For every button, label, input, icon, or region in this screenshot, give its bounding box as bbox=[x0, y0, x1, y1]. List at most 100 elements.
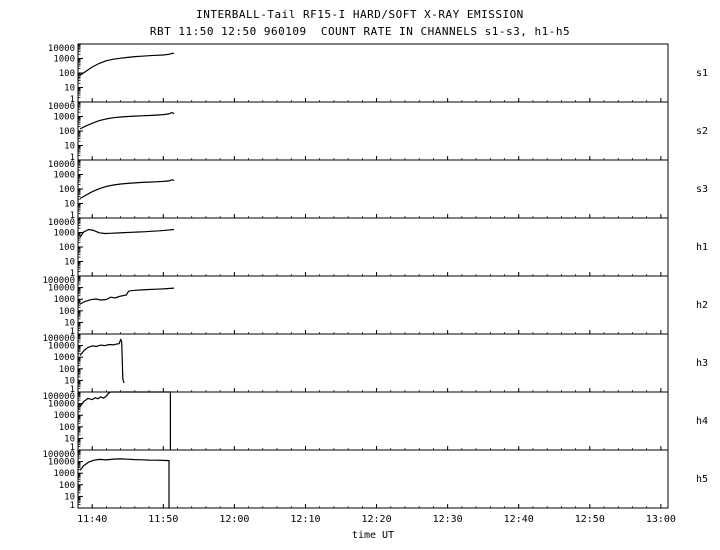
y-tick-label: 10 bbox=[64, 142, 75, 152]
y-tick-label: 10 bbox=[64, 318, 75, 328]
y-tick-label: 1000 bbox=[53, 411, 75, 421]
x-tick-label: 11:50 bbox=[148, 514, 178, 525]
y-tick-label: 10000 bbox=[48, 458, 75, 468]
x-ticks-s1 bbox=[77, 98, 662, 102]
y-tick-label: 10000 bbox=[48, 44, 75, 54]
plot-title: INTERBALL-Tail RF15-I HARD/SOFT X-RAY EM… bbox=[196, 8, 524, 21]
y-tick-label: 10000 bbox=[48, 400, 75, 410]
y-tick-label: 10000 bbox=[48, 160, 75, 170]
channel-label-s1: s1 bbox=[696, 68, 708, 79]
trace-h2 bbox=[79, 287, 175, 305]
channel-label-h2: h2 bbox=[696, 300, 708, 311]
y-tick-label: 1000 bbox=[53, 55, 75, 65]
y-tick-label: 1000 bbox=[53, 171, 75, 181]
y-tick-label: 100 bbox=[59, 365, 75, 375]
trace-h5 bbox=[79, 458, 170, 508]
y-tick-label: 1000 bbox=[53, 295, 75, 305]
panel-frame bbox=[77, 391, 669, 451]
y-tick-label: 100000 bbox=[42, 450, 75, 460]
x-tick-label: 12:00 bbox=[219, 514, 249, 525]
y-tick-label: 1000 bbox=[53, 229, 75, 239]
y-tick-label: 1000 bbox=[53, 469, 75, 479]
y-tick-label: 1 bbox=[70, 211, 75, 221]
y-tick-label: 100 bbox=[59, 423, 75, 433]
y-tick-label: 100 bbox=[59, 243, 75, 253]
x-ticks-h2 bbox=[77, 330, 662, 334]
y-tick-label: 1 bbox=[70, 327, 75, 337]
y-tick-label: 1 bbox=[70, 153, 75, 163]
channel-label-h5: h5 bbox=[696, 474, 708, 485]
x-ticks-h4 bbox=[77, 446, 662, 450]
channel-label-h1: h1 bbox=[696, 242, 708, 253]
y-tick-label: 100000 bbox=[42, 392, 75, 402]
y-tick-label: 100000 bbox=[42, 276, 75, 286]
plot-subtitle: RBT 11:50 12:50 960109 COUNT RATE IN CHA… bbox=[149, 25, 571, 38]
y-tick-label: 10 bbox=[64, 376, 75, 386]
y-tick-label: 1000 bbox=[53, 113, 75, 123]
x-ticks-s2 bbox=[77, 156, 662, 160]
trace-s2 bbox=[79, 111, 175, 130]
y-tick-label: 1 bbox=[70, 443, 75, 453]
channel-label-s2: s2 bbox=[696, 126, 708, 137]
y-tick-label: 10000 bbox=[48, 102, 75, 112]
panel-frame bbox=[77, 275, 669, 335]
panel-frame bbox=[77, 43, 669, 103]
y-tick-label: 1 bbox=[70, 95, 75, 105]
x-axis-title: time UT bbox=[352, 530, 394, 541]
panel-frame bbox=[77, 217, 669, 277]
trace-h3 bbox=[79, 338, 125, 384]
y-tick-label: 10 bbox=[64, 492, 75, 502]
panel-frame bbox=[77, 449, 669, 509]
x-ticks-h5 bbox=[77, 504, 662, 508]
channel-label-s3: s3 bbox=[696, 184, 708, 195]
y-tick-label: 100 bbox=[59, 481, 75, 491]
trace-s1 bbox=[79, 52, 175, 76]
y-tick-label: 1 bbox=[70, 269, 75, 279]
y-tick-label: 10 bbox=[64, 258, 75, 268]
channel-label-h3: h3 bbox=[696, 358, 708, 369]
x-tick-label: 13:00 bbox=[646, 514, 676, 525]
y-tick-label: 10 bbox=[64, 434, 75, 444]
y-tick-label: 10000 bbox=[48, 342, 75, 352]
x-ticks-s3 bbox=[77, 214, 662, 218]
y-tick-label: 10 bbox=[64, 84, 75, 94]
panel-frame bbox=[77, 333, 669, 393]
trace-s3 bbox=[79, 179, 175, 200]
y-tick-label: 100 bbox=[59, 69, 75, 79]
trace-h1 bbox=[79, 228, 175, 238]
y-tick-label: 1000 bbox=[53, 353, 75, 363]
y-tick-label: 1 bbox=[70, 385, 75, 395]
y-tick-label: 100 bbox=[59, 185, 75, 195]
panel-frame bbox=[77, 159, 669, 219]
y-tick-label: 100 bbox=[59, 127, 75, 137]
x-tick-label: 12:10 bbox=[290, 514, 320, 525]
x-tick-label: 12:20 bbox=[361, 514, 391, 525]
y-tick-label: 10000 bbox=[48, 218, 75, 228]
x-axis-labels: 11:40 11:50 12:00 12:10 12:20 12:30 12:40 12:50… bbox=[77, 514, 676, 541]
panel-frame bbox=[77, 101, 669, 161]
x-tick-label: 12:30 bbox=[433, 514, 463, 525]
x-tick-label: 11:40 bbox=[77, 514, 107, 525]
trace-h4 bbox=[79, 391, 171, 450]
y-tick-label: 1 bbox=[70, 501, 75, 511]
x-ticks-h1 bbox=[77, 272, 662, 276]
y-tick-label: 10 bbox=[64, 200, 75, 210]
x-tick-label: 12:50 bbox=[575, 514, 605, 525]
x-tick-label: 12:40 bbox=[504, 514, 534, 525]
